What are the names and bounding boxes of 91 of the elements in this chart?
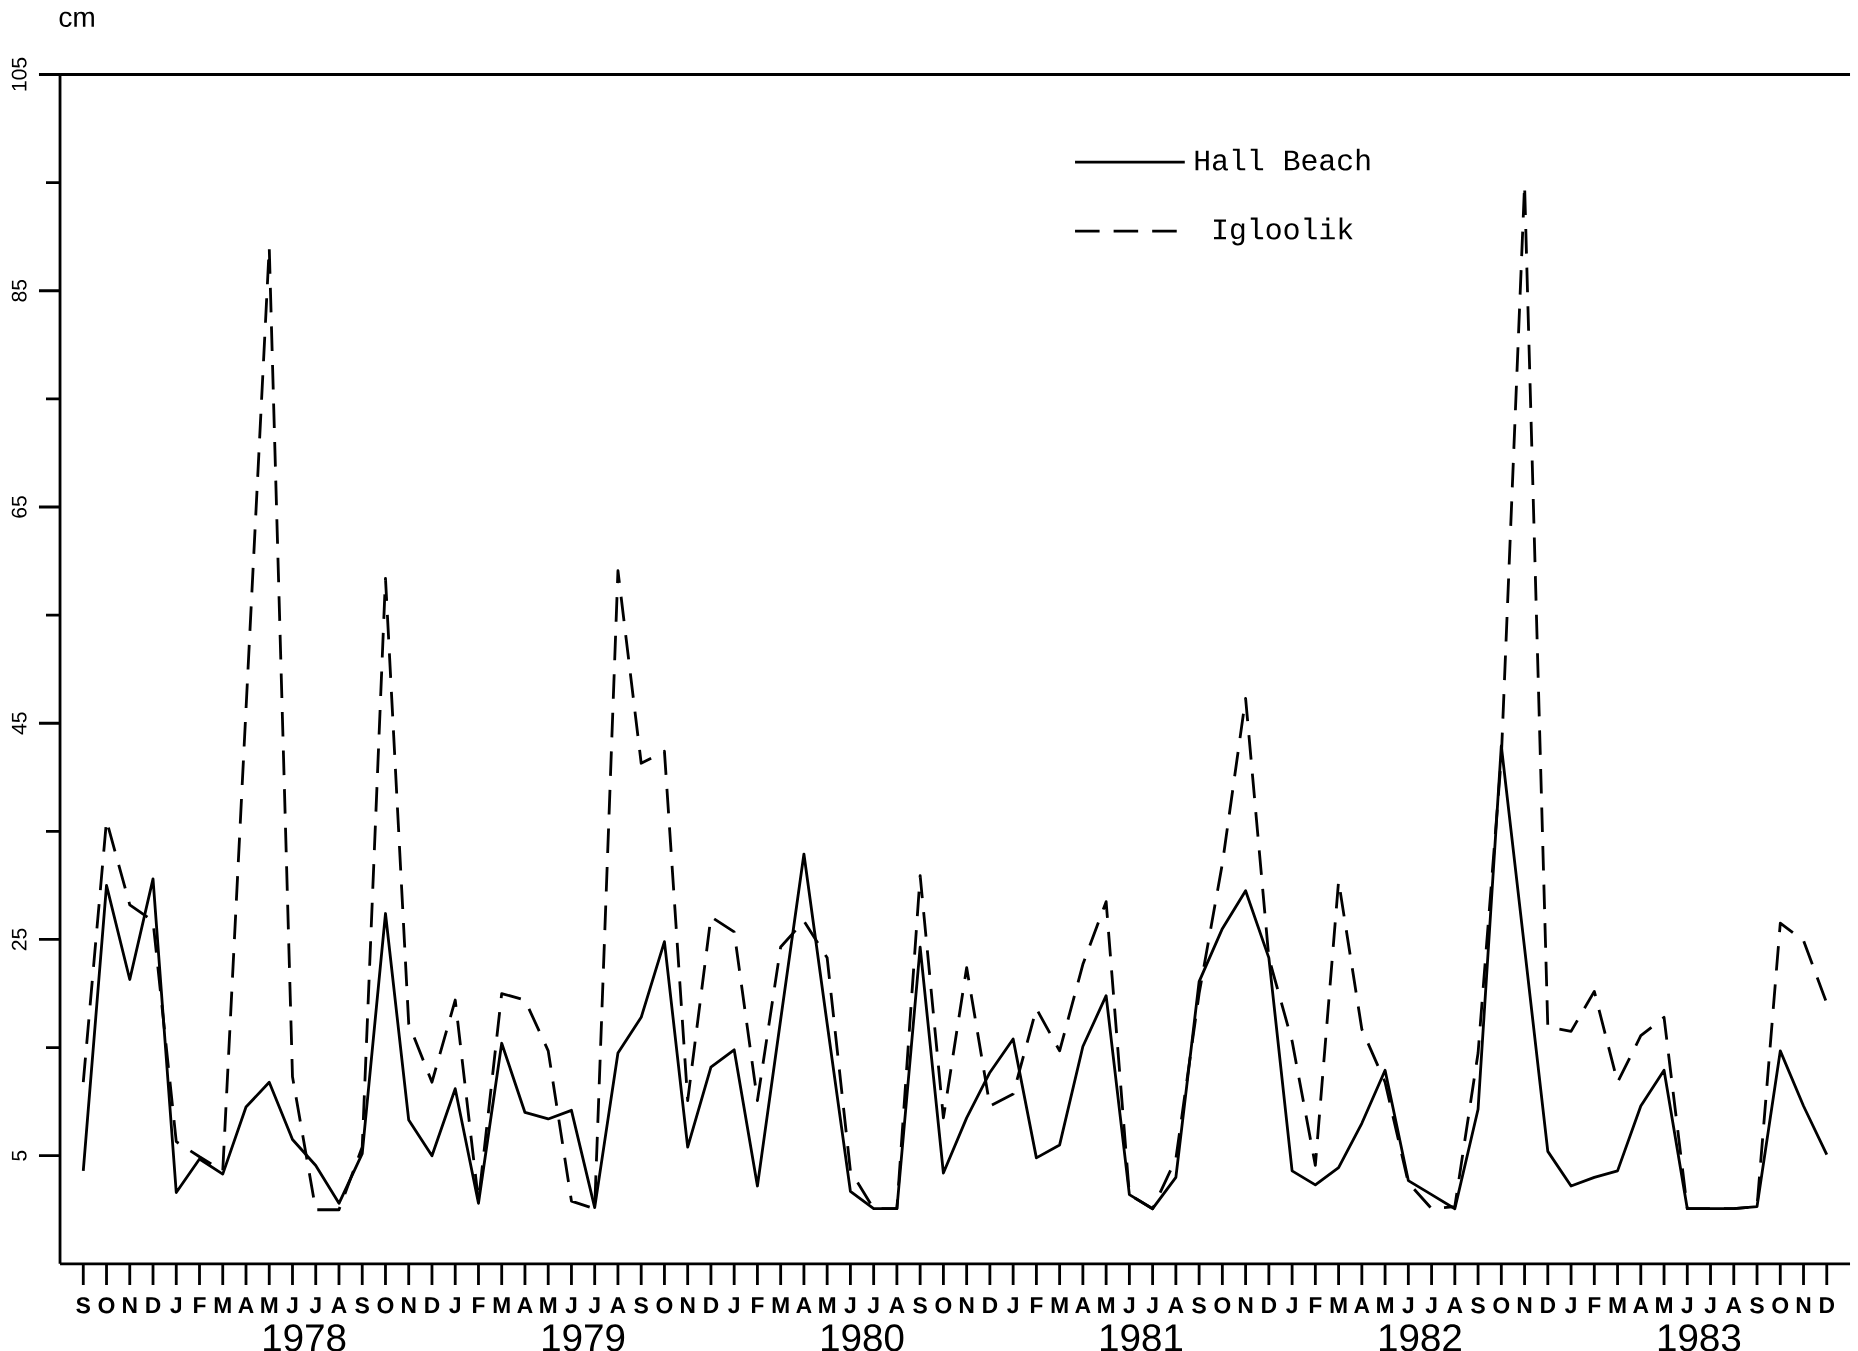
x-tick-label: J — [1425, 1297, 1437, 1313]
x-tick-label: M — [1330, 1297, 1347, 1313]
x-tick-label: A — [1354, 1297, 1370, 1313]
text: 1983 — [1658, 1323, 1741, 1351]
y-tick-label: 25 — [11, 928, 27, 950]
x-tick-label: O — [1772, 1297, 1789, 1314]
x-tick-label: A — [1633, 1297, 1649, 1313]
x-tick-label: J — [867, 1297, 879, 1313]
x-tick-label: A — [1168, 1297, 1184, 1313]
x-tick-label: F — [1309, 1297, 1322, 1313]
x-tick-label: N — [680, 1297, 695, 1313]
x-tick-label: S — [634, 1297, 648, 1314]
x-tick-label: S — [76, 1297, 90, 1314]
x-tick-label: N — [123, 1297, 137, 1313]
legend-label: Hall Beach — [1195, 148, 1370, 171]
x-tick-label: F — [1030, 1297, 1043, 1313]
legend-label: Igloolik — [1214, 217, 1353, 246]
x-tick-label: M — [772, 1297, 789, 1313]
x-tick-label: D — [146, 1297, 161, 1313]
x-tick-label: O — [656, 1297, 673, 1314]
text: 1981 — [1101, 1323, 1183, 1351]
x-tick-label: J — [1681, 1297, 1693, 1313]
x-tick-label: F — [752, 1297, 764, 1313]
x-tick-label: M — [1656, 1297, 1672, 1313]
x-tick-label: J — [1123, 1297, 1135, 1313]
x-tick-label: D — [1262, 1297, 1277, 1313]
x-tick-label: M — [261, 1297, 278, 1313]
x-tick-label: F — [1588, 1297, 1601, 1313]
x-tick-label: M — [214, 1297, 231, 1313]
x-tick-label: F — [194, 1297, 206, 1313]
x-tick-label: N — [959, 1297, 974, 1313]
x-tick-label: N — [402, 1297, 416, 1313]
x-tick-label: J — [170, 1297, 182, 1313]
x-tick-label: J — [588, 1297, 600, 1313]
x-tick-label: D — [704, 1297, 719, 1313]
x-tick-label: A — [1447, 1297, 1463, 1313]
x-tick-label: O — [98, 1297, 115, 1314]
x-tick-label: N — [1238, 1297, 1253, 1313]
text: 1980 — [822, 1323, 904, 1351]
x-tick-label: O — [377, 1297, 394, 1314]
x-tick-label: J — [728, 1297, 739, 1313]
x-tick-label: J — [844, 1297, 856, 1313]
y-tick-label: 85 — [11, 279, 27, 302]
x-tick-label: A — [1726, 1297, 1742, 1313]
x-tick-label: M — [819, 1297, 836, 1313]
text: 1982 — [1379, 1323, 1461, 1351]
y-tick-label: 105 — [11, 57, 27, 91]
x-tick-label: M — [1609, 1297, 1626, 1313]
x-tick-label: N — [1796, 1297, 1811, 1313]
x-tick-label: D — [1541, 1297, 1556, 1313]
x-tick-label: S — [355, 1297, 369, 1314]
x-tick-label: J — [309, 1297, 321, 1313]
x-tick-label: J — [449, 1297, 460, 1313]
x-tick-label: S — [1750, 1297, 1764, 1314]
x-tick-label: O — [1214, 1297, 1231, 1314]
x-tick-label: O — [1493, 1297, 1510, 1314]
x-tick-label: M — [1098, 1297, 1115, 1313]
x-tick-label: A — [1075, 1297, 1091, 1313]
x-tick-label: J — [1402, 1297, 1414, 1313]
x-tick-label: M — [1377, 1297, 1394, 1313]
y-tick-label: 5 — [11, 1150, 27, 1161]
x-tick-label: M — [540, 1297, 557, 1313]
x-tick-label: J — [1146, 1297, 1158, 1313]
text: 1978 — [264, 1323, 346, 1351]
x-tick-label: D — [425, 1297, 440, 1313]
x-tick-label: J — [565, 1297, 577, 1313]
x-tick-label: J — [286, 1297, 298, 1313]
x-tick-label: D — [983, 1297, 998, 1313]
x-tick-label: N — [1517, 1297, 1532, 1313]
y-tick-label: 65 — [11, 495, 27, 518]
x-tick-label: A — [517, 1297, 533, 1313]
x-tick-label: A — [331, 1297, 347, 1313]
x-tick-label: S — [1471, 1297, 1485, 1314]
x-tick-label: O — [935, 1297, 952, 1314]
x-tick-label: A — [889, 1297, 905, 1313]
x-tick-label: J — [1286, 1297, 1297, 1313]
x-tick-label: A — [610, 1297, 626, 1313]
x-tick-label: J — [1704, 1297, 1716, 1313]
y-tick-label: 45 — [11, 712, 27, 735]
x-tick-label: M — [1051, 1297, 1068, 1313]
x-tick-label: S — [1192, 1297, 1206, 1314]
y-axis-title: cm — [59, 11, 94, 27]
x-tick-label: F — [473, 1297, 485, 1313]
text: 1979 — [543, 1323, 625, 1351]
x-tick-label: M — [493, 1297, 510, 1313]
x-tick-label: A — [796, 1297, 812, 1313]
x-tick-label: A — [238, 1297, 254, 1313]
x-tick-label: J — [1007, 1297, 1018, 1313]
x-tick-label: J — [1565, 1297, 1576, 1313]
x-tick-label: D — [1820, 1297, 1835, 1313]
x-tick-label: S — [913, 1297, 927, 1314]
